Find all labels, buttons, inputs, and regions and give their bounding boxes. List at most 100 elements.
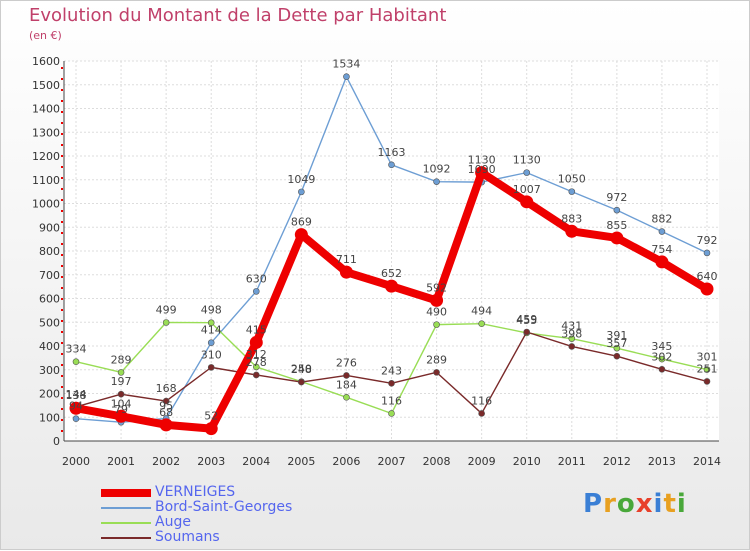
x-tick-label: 2012: [603, 455, 631, 468]
data-point-auge: [72, 358, 80, 365]
data-label-verneiges: 640: [697, 270, 718, 283]
x-tick-label: 2005: [287, 455, 315, 468]
x-tick-label: 2000: [62, 455, 90, 468]
data-label-soumans: 398: [561, 327, 582, 340]
data-point-auge: [613, 344, 621, 352]
data-label-bord-saint-georges: 792: [697, 234, 718, 247]
data-label-auge: 490: [426, 306, 447, 319]
data-point-bord-saint-georges: [388, 161, 395, 169]
y-tick-label: 600: [39, 293, 60, 306]
data-label-soumans: 289: [426, 353, 447, 366]
data-label-soumans: 243: [381, 364, 402, 377]
data-label-bord-saint-georges: 94: [69, 400, 83, 413]
y-tick-label: 1300: [32, 126, 60, 139]
data-label-soumans: 248: [291, 363, 312, 376]
data-label-verneiges: 652: [381, 267, 402, 280]
y-tick-label: 1200: [32, 150, 60, 163]
data-label-bord-saint-georges: 1534: [332, 58, 360, 71]
data-label-auge: 250: [291, 363, 312, 376]
data-label-verneiges: 68: [159, 406, 173, 419]
data-point-auge: [568, 335, 576, 342]
data-point-verneiges: [204, 422, 218, 436]
data-point-auge: [343, 393, 350, 401]
data-label-soumans: 357: [606, 337, 627, 350]
data-point-verneiges: [610, 231, 624, 245]
y-tick-label: 500: [39, 316, 60, 329]
data-label-verneiges: 138: [66, 389, 87, 402]
data-label-auge: 455: [516, 314, 537, 327]
data-label-auge: 499: [156, 303, 177, 316]
data-label-auge: 431: [561, 320, 582, 333]
x-tick-label: 2008: [423, 455, 451, 468]
proxiti-logo: Proxiti: [583, 489, 687, 519]
data-label-bord-saint-georges: 1163: [378, 146, 406, 159]
y-tick-label: 1500: [32, 79, 60, 92]
legend-label: Bord-Saint-Georges: [155, 499, 293, 515]
data-point-verneiges: [565, 224, 579, 238]
x-tick-label: 2013: [648, 455, 676, 468]
legend-swatch: [101, 536, 151, 539]
data-label-bord-saint-georges: 630: [246, 272, 267, 285]
legend-label: VERNEIGES: [155, 484, 236, 500]
legend-label: Auge: [155, 514, 191, 530]
data-label-bord-saint-georges: 882: [651, 213, 672, 226]
data-label-soumans: 278: [246, 356, 267, 369]
y-tick-label: 300: [39, 364, 60, 377]
legend-swatch: [101, 506, 151, 509]
data-point-verneiges: [339, 265, 353, 279]
data-point-verneiges: [114, 409, 128, 423]
data-point-verneiges: [249, 335, 263, 349]
chart-title: Evolution du Montant de la Dette par Hab…: [29, 5, 447, 26]
data-point-bord-saint-georges: [252, 288, 260, 295]
data-point-verneiges: [159, 418, 173, 432]
data-point-soumans: [478, 410, 485, 417]
data-point-soumans: [703, 378, 711, 385]
data-label-bord-saint-georges: 79: [114, 403, 128, 416]
data-label-verneiges: 104: [111, 397, 132, 410]
data-label-verneiges: 883: [561, 212, 582, 225]
y-tick-label: 700: [39, 269, 60, 282]
y-tick-label: 0: [53, 435, 60, 448]
data-point-bord-saint-georges: [72, 415, 80, 422]
y-tick-label: 200: [39, 388, 60, 401]
data-label-verneiges: 415: [246, 323, 267, 336]
logo-letter: i: [676, 489, 687, 519]
data-point-verneiges: [655, 255, 669, 269]
data-label-soumans: 302: [651, 350, 672, 363]
data-point-soumans: [568, 343, 576, 350]
data-label-verneiges: 711: [336, 253, 357, 266]
data-label-bord-saint-georges: 1049: [287, 173, 315, 186]
y-tick-label: 1400: [32, 103, 60, 116]
data-point-soumans: [162, 397, 170, 405]
data-point-verneiges: [430, 293, 444, 307]
x-tick-label: 2009: [468, 455, 496, 468]
x-tick-label: 2011: [558, 455, 586, 468]
y-tick-label: 1600: [32, 55, 60, 68]
data-label-verneiges: 869: [291, 216, 312, 229]
data-label-soumans: 310: [201, 348, 222, 361]
legend-item-soumans: Soumans: [101, 530, 292, 545]
data-point-verneiges: [520, 195, 534, 209]
data-point-soumans: [207, 364, 215, 371]
data-label-bord-saint-georges: 1130: [513, 154, 541, 167]
data-label-auge: 184: [336, 378, 357, 391]
x-tick-label: 2004: [242, 455, 270, 468]
x-tick-label: 2003: [197, 455, 225, 468]
legend-item-auge: Auge: [101, 515, 292, 530]
y-tick-label: 100: [39, 411, 60, 424]
data-point-verneiges: [294, 228, 308, 242]
data-label-bord-saint-georges: 414: [201, 324, 222, 337]
chart-legend: VERNEIGES Bord-Saint-Georges Auge Soumans: [101, 485, 292, 545]
data-point-auge: [433, 321, 440, 328]
data-point-soumans: [523, 328, 531, 336]
y-tick-label: 1000: [32, 198, 60, 211]
data-point-auge: [478, 320, 485, 327]
data-point-bord-saint-georges: [433, 178, 440, 185]
data-label-verneiges: 592: [426, 281, 447, 294]
data-label-auge: 116: [381, 394, 402, 407]
legend-swatch: [101, 488, 151, 497]
x-tick-label: 2001: [107, 455, 135, 468]
x-tick-label: 2007: [378, 455, 406, 468]
data-point-soumans: [117, 390, 125, 398]
legend-swatch: [101, 521, 151, 524]
